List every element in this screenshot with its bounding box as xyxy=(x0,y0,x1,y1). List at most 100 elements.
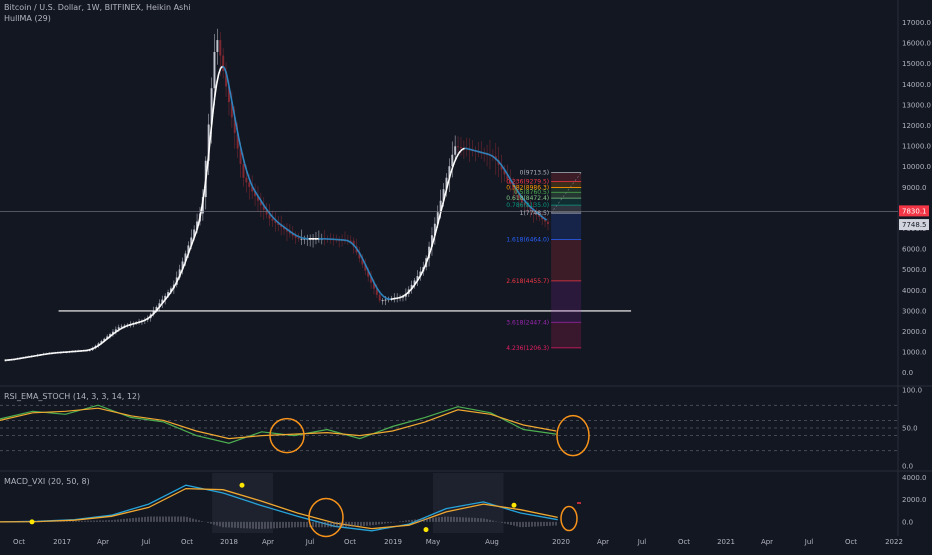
hullma-line xyxy=(471,150,473,151)
hullma-line xyxy=(97,345,99,346)
price-tick-label: 9000.0 xyxy=(902,184,927,192)
macd-shade xyxy=(212,473,273,533)
hullma-line xyxy=(137,322,139,323)
fib-zone xyxy=(551,198,581,205)
hullma-line xyxy=(439,213,441,221)
current-price-label: 7830.1 xyxy=(902,207,927,215)
candle-body xyxy=(222,56,224,71)
price-tick-label: 1000.0 xyxy=(902,349,927,357)
candle-body xyxy=(385,300,387,301)
time-tick-label: 2022 xyxy=(885,538,903,546)
hullma-line xyxy=(95,347,97,348)
price-tick-label: 11000.0 xyxy=(902,143,931,151)
hullma-line xyxy=(243,156,245,164)
fib-level-label: 1.618(6464.0) xyxy=(506,237,549,244)
hullma-line xyxy=(489,154,491,155)
hullma-line xyxy=(477,151,479,152)
time-tick-label: 2018 xyxy=(220,538,238,546)
price-tick-label: 4000.0 xyxy=(902,287,927,295)
hullma-line xyxy=(347,240,349,241)
time-tick-label: Apr xyxy=(761,538,773,546)
annotation-circle xyxy=(561,507,577,531)
hullma-line xyxy=(373,280,375,284)
time-tick-label: Aug xyxy=(485,538,499,546)
hullma-line xyxy=(469,149,471,150)
hullma-line xyxy=(479,152,481,153)
time-tick-label: Oct xyxy=(344,538,356,546)
rsi-legend: RSI_EMA_STOCH (14, 3, 3, 14, 12) xyxy=(4,391,140,402)
price-tick-label: 0.0 xyxy=(902,369,913,377)
price-tick-label: 5000.0 xyxy=(902,266,927,274)
fib-level-label: 0(9713.5) xyxy=(520,170,550,177)
time-tick-label: Apr xyxy=(597,538,609,546)
hullma-line xyxy=(491,155,493,156)
annotation-circle xyxy=(270,419,304,453)
hullma-line xyxy=(475,151,477,152)
price-tick-label: 3000.0 xyxy=(902,307,927,315)
macd-tick-label: 0.0 xyxy=(902,518,913,526)
hullma-line xyxy=(349,241,351,242)
time-tick-label: Apr xyxy=(97,538,109,546)
hullma-line xyxy=(301,237,303,238)
fib-level-label: 0.786(8135.0) xyxy=(506,202,549,209)
candle-body xyxy=(242,164,244,178)
candle-body xyxy=(379,295,381,301)
macd-cross-marker xyxy=(512,503,517,508)
hullma-line xyxy=(127,325,129,326)
price-tick-label: 10000.0 xyxy=(902,163,931,171)
hullma-line xyxy=(297,236,299,237)
fib-zone xyxy=(551,182,581,188)
time-tick-label: Jul xyxy=(141,538,151,546)
fib-level-label: 2.618(4455.7) xyxy=(506,278,549,285)
rsi-tick-label: 0.0 xyxy=(902,463,913,471)
hullma-line xyxy=(299,237,301,238)
macd-tick-label: 2000.0 xyxy=(902,496,927,504)
time-tick-label: Apr xyxy=(262,538,274,546)
symbol-title: Bitcoin / U.S. Dollar, 1W, BITFINEX, Hei… xyxy=(4,2,191,13)
price-tick-label: 15000.0 xyxy=(902,60,931,68)
macd-legend: MACD_VXI (20, 50, 8) xyxy=(4,476,90,487)
candle-body xyxy=(382,300,384,301)
hullma-line xyxy=(125,326,127,327)
price-tick-label: 6000.0 xyxy=(902,246,927,254)
hullma-line xyxy=(193,236,195,242)
hullma-line xyxy=(133,324,135,325)
price-tick-label: 17000.0 xyxy=(902,19,931,27)
hullma-line xyxy=(457,154,459,158)
hullma-line xyxy=(483,153,485,154)
hullma-line xyxy=(467,149,469,150)
hullma-line xyxy=(291,232,293,233)
candle-body xyxy=(300,239,302,240)
hullma-line xyxy=(91,349,93,350)
candle-body xyxy=(121,326,123,327)
hullma-line xyxy=(269,212,271,215)
fib-zone xyxy=(551,188,581,193)
hullma-line xyxy=(487,154,489,155)
time-tick-label: 2020 xyxy=(552,538,570,546)
hullma-line xyxy=(545,219,547,220)
hullma-line xyxy=(123,327,125,328)
hullma-line xyxy=(387,298,389,299)
candle-body xyxy=(219,40,221,55)
hullma-line xyxy=(481,152,483,153)
hullma-line xyxy=(143,320,145,321)
hullma-line xyxy=(117,330,119,331)
hullma-line xyxy=(217,74,219,84)
macd-shade xyxy=(433,473,504,533)
hullma-line xyxy=(381,293,383,295)
fib-level-label: 4.236(1206.3) xyxy=(506,345,549,352)
time-tick-label: 2019 xyxy=(384,538,402,546)
hullma-line xyxy=(399,297,401,298)
rsi-tick-label: 100.0 xyxy=(902,387,922,395)
hullma-line xyxy=(131,324,133,325)
fib-zone xyxy=(551,240,581,281)
price-tick-label: 16000.0 xyxy=(902,40,931,48)
hullma-line xyxy=(139,322,141,323)
macd-cross-marker xyxy=(424,527,429,532)
hullma-line xyxy=(145,319,147,320)
rsi-tick-label: 50.0 xyxy=(902,425,918,433)
fib-level-label: 0.618(8472.4) xyxy=(506,195,549,202)
price-tick-label: 2000.0 xyxy=(902,328,927,336)
